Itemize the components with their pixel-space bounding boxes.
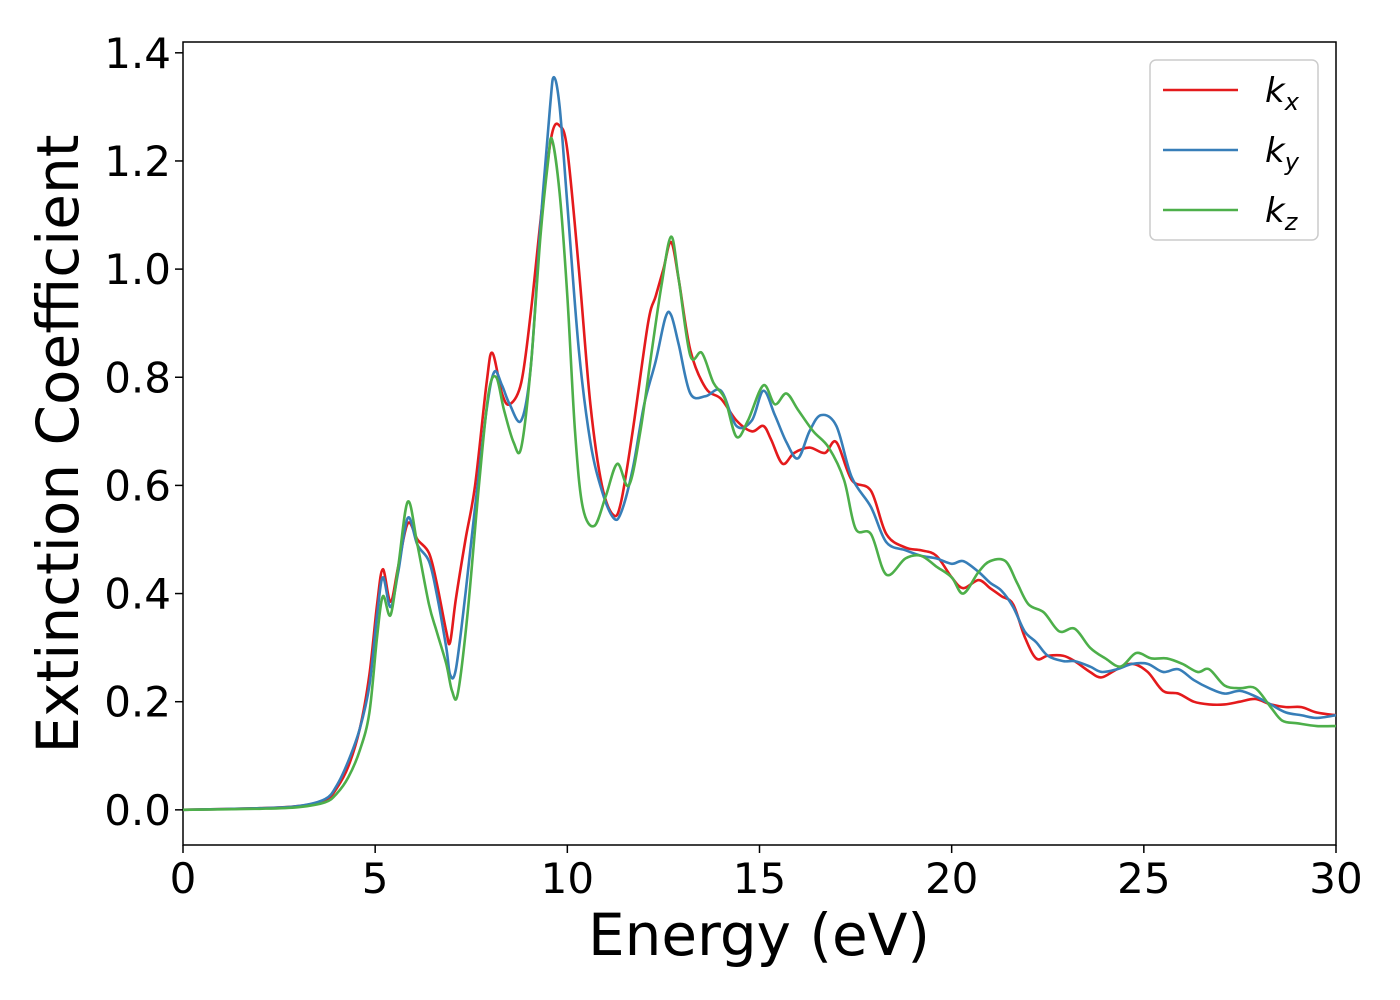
legend-label-kx: kx bbox=[1265, 71, 1300, 116]
plot-area bbox=[182, 41, 1337, 846]
x-tick-label: 30 bbox=[1309, 854, 1362, 903]
x-tick-label: 0 bbox=[170, 854, 197, 903]
y-tick-label: 0.8 bbox=[104, 353, 171, 402]
y-tick-label: 1.0 bbox=[104, 245, 171, 294]
series-line-kz bbox=[182, 136, 1337, 812]
x-tick-label: 15 bbox=[733, 854, 786, 903]
x-tick-label: 5 bbox=[362, 854, 389, 903]
y-tick-label: 0.4 bbox=[104, 570, 171, 619]
y-tick-label: 0.2 bbox=[104, 678, 171, 727]
x-tick-label: 20 bbox=[925, 854, 978, 903]
y-tick-label: 0.6 bbox=[104, 461, 171, 510]
series-layer bbox=[182, 75, 1337, 812]
legend-label-ky: ky bbox=[1265, 131, 1300, 176]
x-tick-label: 10 bbox=[541, 854, 594, 903]
y-tick-label: 1.2 bbox=[104, 137, 171, 186]
x-axis-title: Energy (eV) bbox=[588, 901, 930, 969]
y-tick-label: 0.0 bbox=[104, 786, 171, 835]
x-axis-ticks: 0 5 10 15 20 25 30 bbox=[170, 845, 1363, 903]
legend: kx ky kz bbox=[1149, 59, 1319, 241]
y-axis-title: Extinction Coefficient bbox=[24, 135, 92, 754]
series-line-kx bbox=[182, 122, 1337, 812]
legend-label-kz: kz bbox=[1265, 191, 1299, 236]
series-line-ky bbox=[182, 75, 1337, 812]
y-tick-label: 1.4 bbox=[104, 29, 171, 78]
x-tick-label: 25 bbox=[1117, 854, 1170, 903]
y-axis-ticks: 0.0 0.2 0.4 0.6 0.8 1.0 1.2 1.4 bbox=[104, 29, 183, 835]
